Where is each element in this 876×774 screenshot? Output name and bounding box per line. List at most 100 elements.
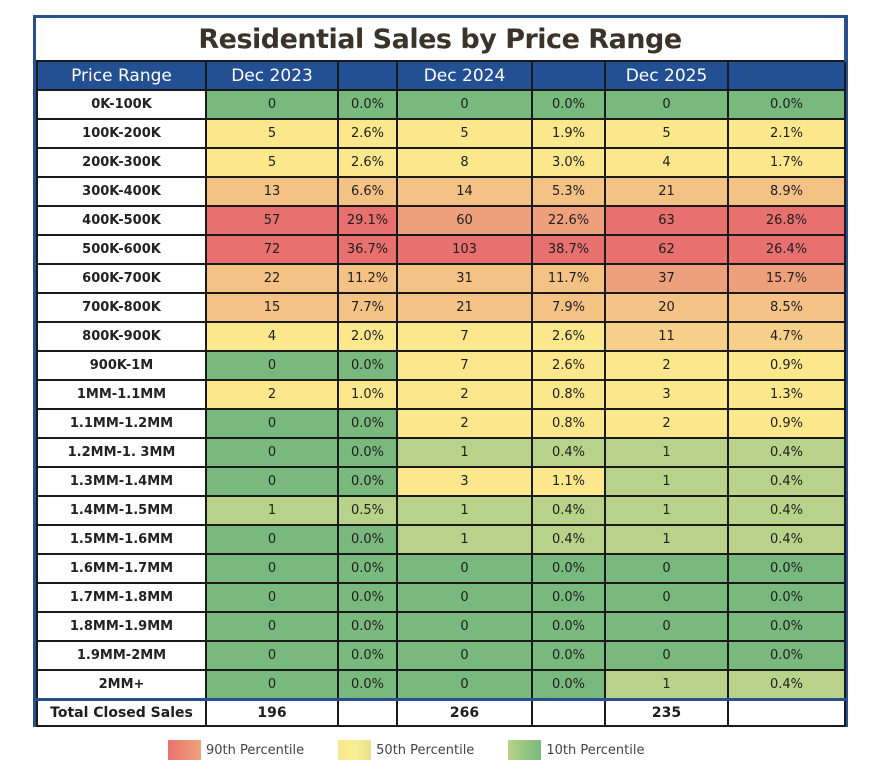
- price-range-label: 300K-400K: [36, 176, 207, 207]
- price-range-label: 1.3MM-1.4MM: [36, 466, 207, 497]
- percent-cell: 1.0%: [337, 379, 398, 410]
- price-range-label: 100K-200K: [36, 118, 207, 149]
- total-value: 235: [604, 698, 729, 727]
- price-range-label: 1.8MM-1.9MM: [36, 611, 207, 642]
- count-cell: 3: [396, 466, 533, 497]
- percent-cell: 3.0%: [531, 147, 606, 178]
- percent-cell: 0.8%: [531, 379, 606, 410]
- count-cell: 2: [604, 350, 729, 381]
- percent-cell: 26.8%: [727, 205, 846, 236]
- percent-cell: 5.3%: [531, 176, 606, 207]
- header-dec-2025-pct: [727, 62, 846, 91]
- count-cell: 15: [205, 292, 339, 323]
- percent-cell: 0.0%: [337, 553, 398, 584]
- count-cell: 0: [396, 640, 533, 671]
- percent-cell: 0.0%: [337, 611, 398, 642]
- count-cell: 0: [205, 553, 339, 584]
- header-row: Price Range Dec 2023 Dec 2024 Dec 2025: [36, 62, 846, 91]
- percent-cell: 11.7%: [531, 263, 606, 294]
- percent-cell: 0.9%: [727, 408, 846, 439]
- percent-cell: 0.9%: [727, 350, 846, 381]
- table-row: 1.5MM-1.6MM 0 0.0% 1 0.4% 1 0.4%: [36, 524, 846, 555]
- price-range-label: 1.7MM-1.8MM: [36, 582, 207, 613]
- total-empty-cell: [727, 698, 846, 727]
- total-value: 266: [396, 698, 533, 727]
- percent-cell: 2.6%: [337, 147, 398, 178]
- percent-cell: 0.0%: [337, 89, 398, 120]
- percent-cell: 11.2%: [337, 263, 398, 294]
- table-row: 800K-900K 4 2.0% 7 2.6% 11 4.7%: [36, 321, 846, 352]
- price-range-label: 400K-500K: [36, 205, 207, 236]
- legend-item: 10th Percentile: [508, 740, 644, 760]
- percent-cell: 7.9%: [531, 292, 606, 323]
- percent-cell: 0.4%: [531, 495, 606, 526]
- total-row: Total Closed Sales 196 266 235: [36, 698, 846, 727]
- count-cell: 103: [396, 234, 533, 265]
- percent-cell: 0.0%: [337, 466, 398, 497]
- percent-cell: 0.0%: [531, 640, 606, 671]
- percent-cell: 0.0%: [337, 437, 398, 468]
- price-range-label: 2MM+: [36, 669, 207, 701]
- price-range-label: 700K-800K: [36, 292, 207, 323]
- price-range-label: 500K-600K: [36, 234, 207, 265]
- total-value: 196: [205, 698, 339, 727]
- percent-cell: 0.0%: [727, 89, 846, 120]
- legend-swatch: [168, 740, 201, 760]
- percent-cell: 0.0%: [727, 582, 846, 613]
- table-body: 0K-100K 0 0.0% 0 0.0% 0 0.0% 100K-200K 5 2.6% 5 1.9…: [36, 89, 846, 727]
- count-cell: 4: [604, 147, 729, 178]
- count-cell: 0: [396, 611, 533, 642]
- count-cell: 2: [396, 379, 533, 410]
- table-row: 1.9MM-2MM 0 0.0% 0 0.0% 0 0.0%: [36, 640, 846, 671]
- table-row: 700K-800K 15 7.7% 21 7.9% 20 8.5%: [36, 292, 846, 323]
- count-cell: 1: [396, 437, 533, 468]
- table-row: 500K-600K 72 36.7% 103 38.7% 62 26.4%: [36, 234, 846, 265]
- header-dec-2024: Dec 2024: [396, 62, 533, 91]
- percent-cell: 2.6%: [337, 118, 398, 149]
- count-cell: 5: [205, 118, 339, 149]
- legend-swatch: [508, 740, 542, 760]
- count-cell: 0: [604, 611, 729, 642]
- percent-cell: 8.9%: [727, 176, 846, 207]
- price-range-label: 0K-100K: [36, 89, 207, 120]
- count-cell: 5: [604, 118, 729, 149]
- percent-cell: 29.1%: [337, 205, 398, 236]
- count-cell: 4: [205, 321, 339, 352]
- table-row: 1.2MM-1. 3MM 0 0.0% 1 0.4% 1 0.4%: [36, 437, 846, 468]
- percent-cell: 0.0%: [337, 524, 398, 555]
- header-dec-2023: Dec 2023: [205, 62, 339, 91]
- price-range-label: 800K-900K: [36, 321, 207, 352]
- table-row: 1MM-1.1MM 2 1.0% 2 0.8% 3 1.3%: [36, 379, 846, 410]
- count-cell: 20: [604, 292, 729, 323]
- count-cell: 0: [396, 582, 533, 613]
- price-range-label: 1.2MM-1. 3MM: [36, 437, 207, 468]
- percent-cell: 0.4%: [727, 524, 846, 555]
- count-cell: 1: [604, 495, 729, 526]
- count-cell: 72: [205, 234, 339, 265]
- count-cell: 0: [205, 89, 339, 120]
- table-row: 0K-100K 0 0.0% 0 0.0% 0 0.0%: [36, 89, 846, 120]
- sales-table: Price Range Dec 2023 Dec 2024 Dec 2025 0…: [36, 62, 846, 727]
- percent-cell: 0.4%: [727, 495, 846, 526]
- percent-cell: 15.7%: [727, 263, 846, 294]
- percent-cell: 2.6%: [531, 350, 606, 381]
- count-cell: 1: [396, 495, 533, 526]
- percent-cell: 0.4%: [727, 466, 846, 497]
- percent-cell: 36.7%: [337, 234, 398, 265]
- count-cell: 0: [396, 89, 533, 120]
- total-empty-cell: [531, 698, 606, 727]
- count-cell: 1: [604, 437, 729, 468]
- total-empty-cell: [337, 698, 398, 727]
- percent-cell: 0.4%: [727, 437, 846, 468]
- percent-cell: 0.4%: [531, 437, 606, 468]
- price-range-label: 900K-1M: [36, 350, 207, 381]
- percent-cell: 2.1%: [727, 118, 846, 149]
- count-cell: 0: [205, 437, 339, 468]
- count-cell: 0: [205, 582, 339, 613]
- header-price-range: Price Range: [36, 62, 207, 91]
- table-row: 1.1MM-1.2MM 0 0.0% 2 0.8% 2 0.9%: [36, 408, 846, 439]
- count-cell: 0: [205, 640, 339, 671]
- count-cell: 60: [396, 205, 533, 236]
- count-cell: 37: [604, 263, 729, 294]
- percent-cell: 2.6%: [531, 321, 606, 352]
